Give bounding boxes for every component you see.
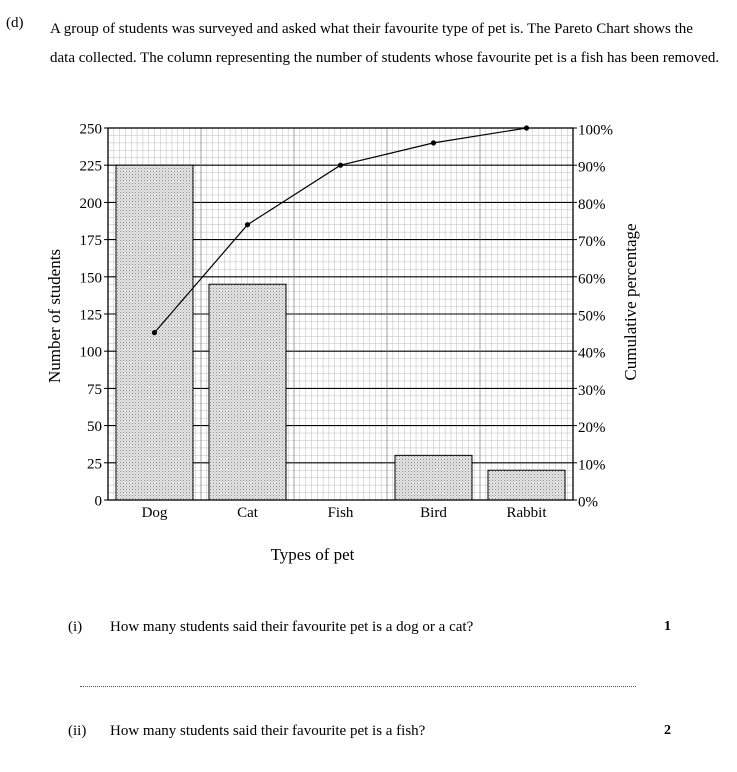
y-tick-label: 175 [80,233,103,249]
y2-tick-label: 100% [578,123,613,139]
y-tick-label: 200 [80,196,103,212]
sub-question-ii-marks: 2 [664,723,671,738]
y-tick-label: 125 [80,308,103,324]
y2-tick-label: 90% [578,160,606,176]
bar-cat [208,283,287,501]
sub-question-ii-label: (ii) [68,723,87,739]
cumulative-point-dog [151,330,158,336]
y-tick-label: 75 [87,382,102,398]
cumulative-point-cat [244,222,251,228]
bar-bird [394,454,473,501]
y-tick-label: 0 [95,494,103,510]
pareto-chart: 0 25 50 75 100 125 150 175 200 225 250 0% 10% 20% 30% 4… [45,122,640,565]
question-part-label: (d) [6,15,24,31]
x-axis-title: Types of pet [271,545,355,564]
y2-tick-label: 60% [578,271,606,287]
y2-tick-label: 80% [578,197,606,213]
cumulative-point-bird [430,140,437,146]
x-tick-label-dog: Dog [142,505,168,521]
bar-rabbit [487,469,566,501]
answer-line[interactable] [80,686,636,687]
sub-question-i-marks: 1 [664,619,671,634]
x-tick-label-rabbit: Rabbit [507,505,548,521]
y2-axis-title: Cumulative percentage [621,223,640,380]
sub-question-i-label: (i) [68,619,83,635]
y-tick-label: 100 [80,345,103,361]
y2-tick-label: 30% [578,383,606,399]
y2-tick-label: 70% [578,234,606,250]
x-tick-label-cat: Cat [237,505,259,521]
x-tick-label-fish: Fish [328,505,354,521]
y-axis-title: Number of students [45,249,64,383]
y2-tick-label: 50% [578,309,606,325]
cumulative-point-fish [337,162,344,168]
y2-tick-label: 20% [578,420,606,436]
y-tick-label: 225 [80,159,103,175]
question-intro: A group of students was surveyed and ask… [50,21,720,66]
y-tick-label: 50 [87,419,102,435]
y2-tick-label: 40% [578,346,606,362]
y2-tick-label: 0% [578,495,598,511]
y-tick-label: 250 [80,122,103,138]
sub-question-i-text: How many students said their favourite p… [110,619,474,635]
cumulative-point-rabbit [523,125,530,131]
y-tick-label: 150 [80,270,103,286]
y-tick-label: 25 [87,456,102,472]
sub-question-ii-text: How many students said their favourite p… [110,723,426,739]
y2-tick-label: 10% [578,457,606,473]
x-tick-label-bird: Bird [420,505,447,521]
